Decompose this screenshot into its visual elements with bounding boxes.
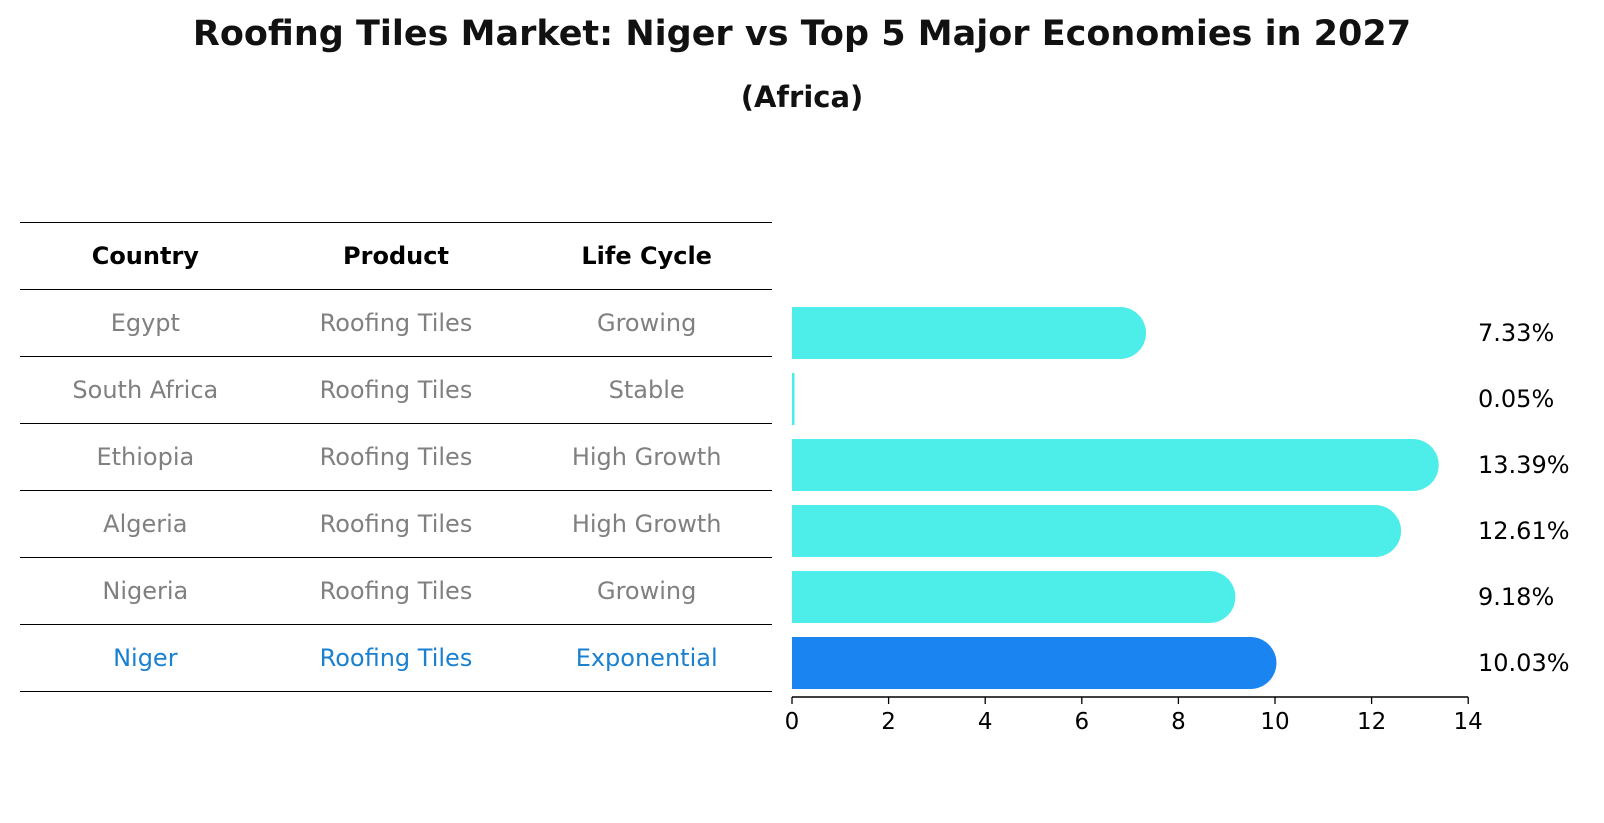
chart-title: Roofing Tiles Market: Niger vs Top 5 Maj…: [192, 14, 1412, 54]
cell-product: Roofing Tiles: [270, 490, 522, 558]
cell-life-cycle: Exponential: [521, 624, 772, 692]
cell-product: Roofing Tiles: [270, 624, 522, 692]
x-tick-label: 10: [1260, 709, 1289, 735]
cell-country: Algeria: [20, 490, 271, 558]
cell-country: Nigeria: [20, 557, 271, 625]
bar-nigeria: [792, 571, 1236, 623]
cell-product: Roofing Tiles: [270, 557, 522, 625]
cell-life-cycle: High Growth: [521, 490, 772, 558]
bar-ethiopia: [792, 439, 1439, 491]
header-country: Country: [20, 222, 271, 290]
x-tick-label: 4: [978, 709, 993, 735]
x-tick-label: 0: [785, 709, 800, 735]
value-label: 13.39%: [1478, 451, 1570, 479]
x-tick-label: 14: [1454, 709, 1483, 735]
cell-country: Niger: [20, 624, 271, 692]
value-label: 7.33%: [1478, 319, 1554, 347]
cell-product: Roofing Tiles: [270, 356, 522, 424]
market-table: Country Product Life Cycle Egypt Roofing…: [20, 222, 772, 692]
x-tick-label: 2: [881, 709, 896, 735]
chart-subtitle: (Africa): [740, 80, 864, 114]
cell-life-cycle: Growing: [521, 557, 772, 625]
table-row: Nigeria Roofing Tiles Growing: [20, 557, 772, 625]
value-label: 0.05%: [1478, 385, 1554, 413]
cell-product: Roofing Tiles: [270, 423, 522, 491]
cell-life-cycle: High Growth: [521, 423, 772, 491]
cell-country: South Africa: [20, 356, 271, 424]
value-label: 9.18%: [1478, 583, 1554, 611]
cell-life-cycle: Growing: [521, 289, 772, 357]
table-row-highlight: Niger Roofing Tiles Exponential: [20, 624, 772, 692]
table-row: Egypt Roofing Tiles Growing: [20, 289, 772, 357]
value-label: 10.03%: [1478, 649, 1570, 677]
cell-country: Egypt: [20, 289, 271, 357]
x-tick-label: 12: [1357, 709, 1386, 735]
table-row: Algeria Roofing Tiles High Growth: [20, 490, 772, 558]
header-product: Product: [270, 222, 522, 290]
value-label: 12.61%: [1478, 517, 1570, 545]
bar-south-africa: [792, 373, 795, 425]
bar-egypt: [792, 307, 1147, 359]
header-life-cycle: Life Cycle: [521, 222, 772, 290]
table-header-row: Country Product Life Cycle: [20, 222, 772, 290]
table-row: South Africa Roofing Tiles Stable: [20, 356, 772, 424]
table-row: Ethiopia Roofing Tiles High Growth: [20, 423, 772, 491]
cell-product: Roofing Tiles: [270, 289, 522, 357]
x-tick-label: 8: [1171, 709, 1186, 735]
bar-algeria: [792, 505, 1402, 557]
cell-life-cycle: Stable: [521, 356, 772, 424]
cell-country: Ethiopia: [20, 423, 271, 491]
x-tick-label: 6: [1074, 709, 1089, 735]
bar-niger: [792, 637, 1277, 689]
